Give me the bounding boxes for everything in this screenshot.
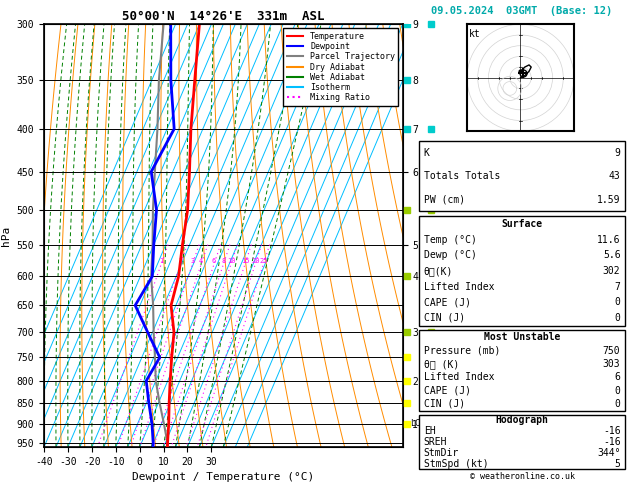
Text: Dewp (°C): Dewp (°C) — [424, 250, 477, 260]
Text: StmSpd (kt): StmSpd (kt) — [424, 459, 488, 469]
Y-axis label: hPa: hPa — [1, 226, 11, 246]
Text: 2: 2 — [179, 258, 182, 264]
Legend: Temperature, Dewpoint, Parcel Trajectory, Dry Adiabat, Wet Adiabat, Isotherm, Mi: Temperature, Dewpoint, Parcel Trajectory… — [284, 29, 398, 105]
Text: CAPE (J): CAPE (J) — [424, 297, 470, 307]
Text: 9: 9 — [615, 148, 620, 157]
Text: 6: 6 — [615, 372, 620, 382]
Text: CIN (J): CIN (J) — [424, 399, 465, 409]
Text: 6: 6 — [212, 258, 216, 264]
Text: 4: 4 — [199, 258, 203, 264]
Text: 09.05.2024  03GMT  (Base: 12): 09.05.2024 03GMT (Base: 12) — [431, 6, 613, 16]
Text: 5: 5 — [615, 459, 620, 469]
Y-axis label: km
ASL: km ASL — [435, 225, 452, 246]
Text: Lifted Index: Lifted Index — [424, 281, 494, 292]
Text: 20: 20 — [251, 258, 260, 264]
Text: 8: 8 — [221, 258, 226, 264]
Text: 7: 7 — [615, 281, 620, 292]
Text: CAPE (J): CAPE (J) — [424, 385, 470, 396]
Text: 302: 302 — [603, 266, 620, 276]
Text: 25: 25 — [259, 258, 268, 264]
Text: LCL: LCL — [409, 419, 425, 428]
Bar — [420, 330, 625, 411]
Text: Totals Totals: Totals Totals — [424, 171, 500, 181]
Text: 303: 303 — [603, 359, 620, 369]
Text: K: K — [424, 148, 430, 157]
Text: Most Unstable: Most Unstable — [484, 332, 560, 342]
Text: 1: 1 — [159, 258, 164, 264]
Text: © weatheronline.co.uk: © weatheronline.co.uk — [470, 472, 574, 481]
Text: 0: 0 — [615, 313, 620, 323]
Bar — [420, 216, 625, 326]
Text: Pressure (mb): Pressure (mb) — [424, 346, 500, 356]
Text: -16: -16 — [603, 437, 620, 447]
Text: Temp (°C): Temp (°C) — [424, 235, 477, 245]
Text: StmDir: StmDir — [424, 448, 459, 458]
Text: 750: 750 — [603, 346, 620, 356]
Text: 0: 0 — [615, 385, 620, 396]
Bar — [420, 141, 625, 211]
Text: 0: 0 — [615, 297, 620, 307]
Text: 3: 3 — [191, 258, 194, 264]
Text: kt: kt — [469, 29, 481, 38]
Text: EH: EH — [424, 426, 435, 436]
X-axis label: Dewpoint / Temperature (°C): Dewpoint / Temperature (°C) — [132, 472, 314, 483]
Text: SREH: SREH — [424, 437, 447, 447]
Text: -16: -16 — [603, 426, 620, 436]
Text: 0: 0 — [615, 399, 620, 409]
Text: Hodograph: Hodograph — [496, 415, 548, 425]
Text: θᴇ (K): θᴇ (K) — [424, 359, 459, 369]
Bar — [420, 415, 625, 469]
Text: CIN (J): CIN (J) — [424, 313, 465, 323]
Text: PW (cm): PW (cm) — [424, 195, 465, 205]
Text: 344°: 344° — [597, 448, 620, 458]
Text: 15: 15 — [241, 258, 249, 264]
Text: Lifted Index: Lifted Index — [424, 372, 494, 382]
Text: 5.6: 5.6 — [603, 250, 620, 260]
Text: 10: 10 — [226, 258, 235, 264]
Text: 1.59: 1.59 — [597, 195, 620, 205]
Title: 50°00'N  14°26'E  331m  ASL: 50°00'N 14°26'E 331m ASL — [122, 10, 325, 23]
Text: 43: 43 — [609, 171, 620, 181]
Text: Surface: Surface — [501, 219, 543, 229]
Text: 11.6: 11.6 — [597, 235, 620, 245]
Text: θᴇ(K): θᴇ(K) — [424, 266, 453, 276]
